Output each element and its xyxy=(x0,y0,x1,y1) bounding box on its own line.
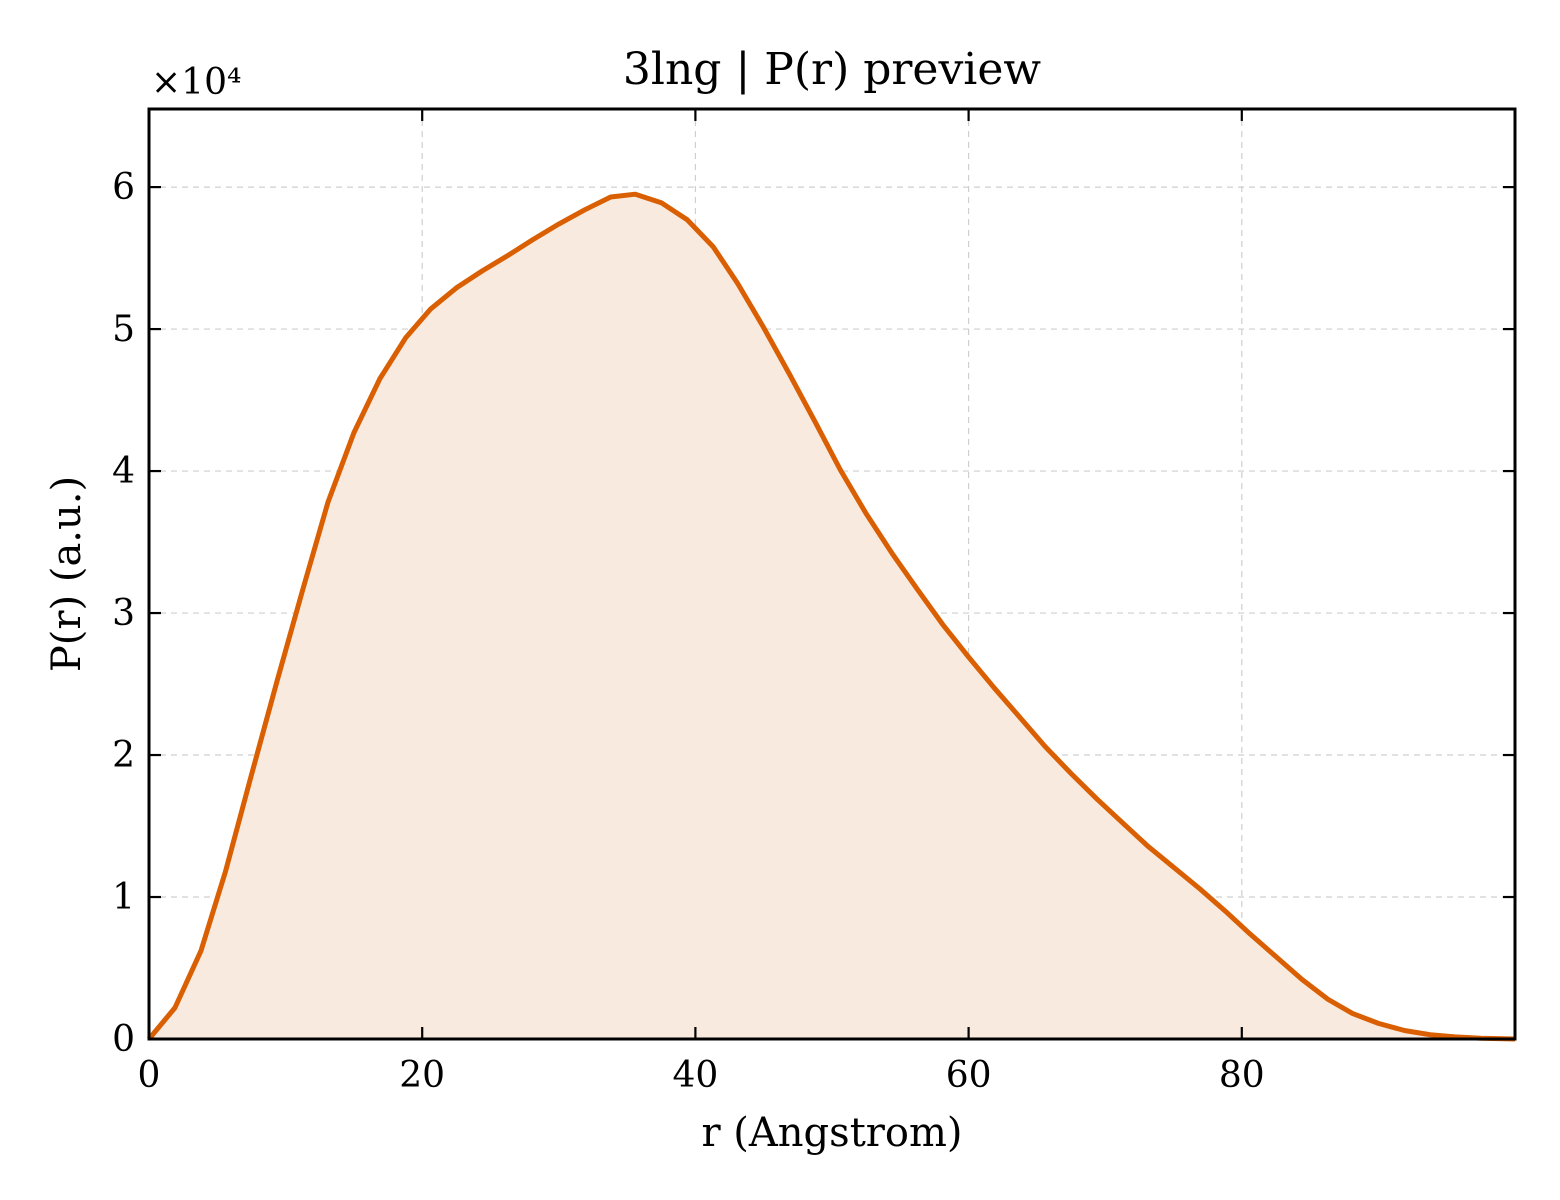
y-tick-label-5: 5 xyxy=(112,309,135,350)
x-tick-label-0: 0 xyxy=(138,1055,161,1096)
y-axis-label: P(r) (a.u.) xyxy=(44,476,90,672)
y-tick-label-4: 4 xyxy=(112,451,135,492)
plot-frame xyxy=(147,107,1517,1041)
y-tick-label-6: 6 xyxy=(112,167,135,208)
y-tick-label-1: 1 xyxy=(112,877,135,918)
ticks: 0 20 40 60 80 0 1 2 3 4 5 6 xyxy=(112,109,1515,1096)
y-offset-text: ×10⁴ xyxy=(151,62,241,103)
x-axis-label: r (Angstrom) xyxy=(701,1110,962,1156)
x-tick-label-3: 60 xyxy=(946,1055,992,1096)
y-tick-label-0: 0 xyxy=(112,1019,135,1060)
y-tick-label-2: 2 xyxy=(112,735,135,776)
x-tick-label-2: 40 xyxy=(672,1055,718,1096)
series-line xyxy=(147,191,1516,1042)
area-fill xyxy=(149,194,1515,1039)
x-tick-label-1: 20 xyxy=(399,1055,445,1096)
chart-title: 3lng | P(r) preview xyxy=(623,44,1042,95)
x-tick-label-4: 80 xyxy=(1219,1055,1265,1096)
y-tick-label-3: 3 xyxy=(112,593,135,634)
